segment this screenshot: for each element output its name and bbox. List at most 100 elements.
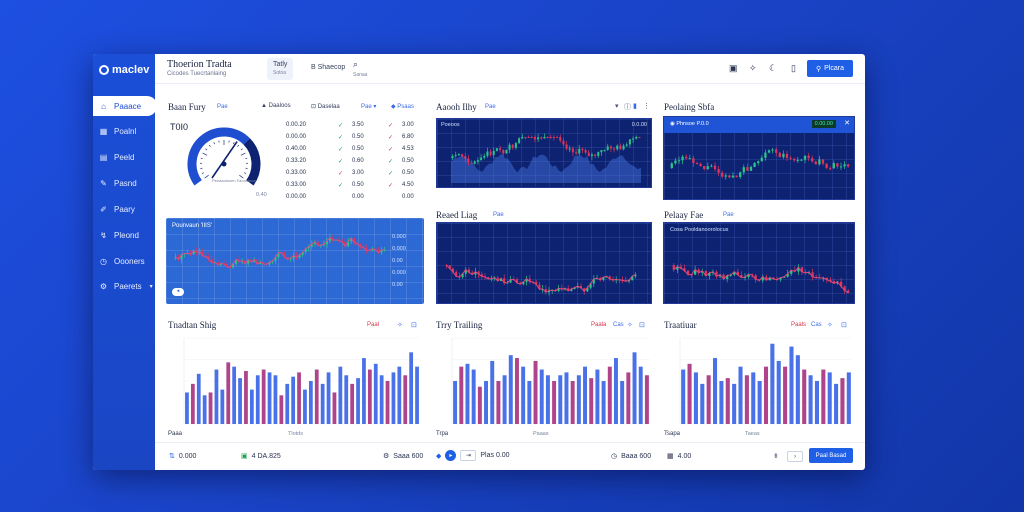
candle-body <box>609 146 612 149</box>
expand-icon[interactable]: ⊡ <box>411 322 417 329</box>
candle-body <box>811 272 814 278</box>
candle-body <box>736 271 739 275</box>
candle-body <box>471 272 474 275</box>
bookmark-icon[interactable]: ▮ <box>633 103 637 110</box>
pin-icon[interactable]: ✧ <box>397 322 403 329</box>
candle-body <box>754 275 757 280</box>
sidebar-item-clock[interactable]: ◷ Oooners <box>93 251 155 271</box>
candle-body <box>470 162 473 164</box>
footer-item-2[interactable]: ▣ 4 DA.825 <box>241 452 281 461</box>
footer-item-6[interactable]: ▦ 4.00 <box>667 452 692 461</box>
sidebar-item-label: Poalnl <box>114 126 137 136</box>
bars3-tag2[interactable]: Cas <box>811 322 822 328</box>
candle-body <box>503 278 506 283</box>
table-row[interactable]: 0.40.00 ✓ 0.50 ✓ 4.53 <box>280 146 430 157</box>
candle-body <box>546 137 549 138</box>
panel1-btn-2[interactable]: ⊡ Daselaa <box>311 104 340 110</box>
arrow-icon: ⇅ <box>169 453 175 460</box>
candle-body <box>235 259 238 264</box>
footer-item-5[interactable]: ◷ Baaa 600 <box>611 452 651 461</box>
bar <box>693 372 698 424</box>
window-icon[interactable]: ▣ <box>729 63 738 73</box>
logo[interactable]: maclev <box>99 64 149 76</box>
next-button[interactable]: › <box>787 451 803 462</box>
primary-button[interactable]: ⚲ Plcara <box>807 60 853 77</box>
candle-body <box>807 155 810 159</box>
sidebar-item-table[interactable]: ▤ Peeld <box>93 147 155 167</box>
table-row[interactable]: 0.00.00 0.00 0.00 <box>280 194 430 205</box>
bars2-xlabel: Paaas <box>533 431 549 437</box>
footer-item-1[interactable]: ⇅ 0.000 <box>169 452 196 461</box>
footer-item-4[interactable]: ◆ ▸ ⇥ Plas 0.00 <box>436 450 510 461</box>
footer-item-3[interactable]: ⚙ Saaa 600 <box>383 452 423 461</box>
bar <box>291 376 296 424</box>
candle-body <box>728 175 731 178</box>
bars3-tag[interactable]: Paals <box>791 322 807 328</box>
sidebar-item-grid[interactable]: ▦ Poalnl <box>93 121 155 141</box>
candle-body <box>362 246 365 248</box>
sidebar-item-pen[interactable]: ✎ Pasnd <box>93 173 155 193</box>
bars2-title: Trry Trailing <box>436 320 483 330</box>
candle-body <box>486 151 489 156</box>
panel2-candles <box>451 133 641 183</box>
footer-value: 4.00 <box>677 452 692 460</box>
panel6-chart: Cosa Pooldanoorolocus <box>663 222 855 304</box>
sidebar-item-chart[interactable]: ↯ Pleond <box>93 225 155 245</box>
chevron-down-icon[interactable]: ▾ <box>615 103 619 110</box>
expand-icon[interactable]: ⊡ <box>841 322 847 329</box>
bar <box>638 366 643 424</box>
close-icon[interactable]: ✕ <box>844 120 850 127</box>
table-row[interactable]: 0.33.00 ✓ 0.50 ✓ 4.50 <box>280 182 430 193</box>
pin-icon[interactable]: ✧ <box>627 322 633 329</box>
more-icon[interactable]: ⋮ <box>643 103 650 110</box>
sidebar-item-edit[interactable]: ✐ Paary <box>93 199 155 219</box>
candle-body <box>839 281 843 287</box>
search-button[interactable]: ⌕ Sanaa <box>347 56 373 78</box>
panel5-tag[interactable]: Pae <box>493 212 504 218</box>
bars2-tag2[interactable]: Cas <box>613 322 624 328</box>
panel2-tag[interactable]: Pae <box>485 104 496 110</box>
table-row[interactable]: 0.33.00 ✓ 3.00 ✓ 0.50 <box>280 170 430 181</box>
device-icon[interactable]: ▯ <box>791 63 796 73</box>
bar <box>725 378 730 424</box>
expand-icon[interactable]: ⊡ <box>639 322 645 329</box>
bar <box>367 369 372 424</box>
bars3-title: Traatiuar <box>664 320 697 330</box>
bar <box>297 372 301 424</box>
bar <box>751 372 756 424</box>
cell-mark: ✓ <box>338 147 344 153</box>
tab-2[interactable]: B Shaecop <box>305 61 351 83</box>
bar <box>279 395 284 424</box>
moon-icon[interactable]: ☾ <box>769 63 778 73</box>
submit-button[interactable]: Paal Basad <box>809 448 853 463</box>
cell-a: 0.33.20 <box>286 158 307 164</box>
bar <box>303 389 307 424</box>
panel1-btn-4[interactable]: ◆ Psaas <box>391 104 414 110</box>
logo-text: maclev <box>112 64 150 76</box>
table-row[interactable]: 0.33.20 ✓ 0.60 ✓ 0.50 <box>280 158 430 169</box>
candle-body <box>365 247 368 251</box>
bars2-tag[interactable]: Paala <box>591 322 607 328</box>
bars1-tag[interactable]: Paal <box>367 322 380 328</box>
sidebar-item-home[interactable]: ⌂ Paaace <box>93 96 157 116</box>
sidebar-item-settings[interactable]: ⚙ Paerets ▾ <box>93 276 155 296</box>
gauge-tick <box>233 142 235 145</box>
bar <box>273 375 278 424</box>
panel1-btn-3[interactable]: Pae ▾ <box>361 104 377 110</box>
candle-body <box>765 276 768 281</box>
bar <box>356 378 360 424</box>
panel1-tag[interactable]: Pae <box>217 104 228 110</box>
panel4-title: Pounvaun 'IIIS' <box>172 223 212 229</box>
info-icon[interactable]: ⓘ <box>624 104 631 111</box>
bars3-chart <box>679 337 852 425</box>
panel6-tag[interactable]: Pae <box>723 212 734 218</box>
tab-1[interactable]: Tatly Sotoa <box>267 58 294 80</box>
table-row[interactable]: 0.00.00 ✓ 0.50 ✓ 6.80 <box>280 134 430 145</box>
pin-icon[interactable]: ✧ <box>827 322 833 329</box>
table-row[interactable]: 0.00.20 ✓ 3.50 ✓ 3.00 <box>280 122 430 133</box>
candle-body <box>688 158 691 160</box>
brightness-icon[interactable]: ✧ <box>749 63 757 73</box>
bookmark-icon[interactable]: ⇟ <box>773 453 779 460</box>
zoom-handle[interactable]: ◂ <box>172 288 184 296</box>
panel1-btn-1[interactable]: ▲ Daaloos <box>261 103 291 109</box>
